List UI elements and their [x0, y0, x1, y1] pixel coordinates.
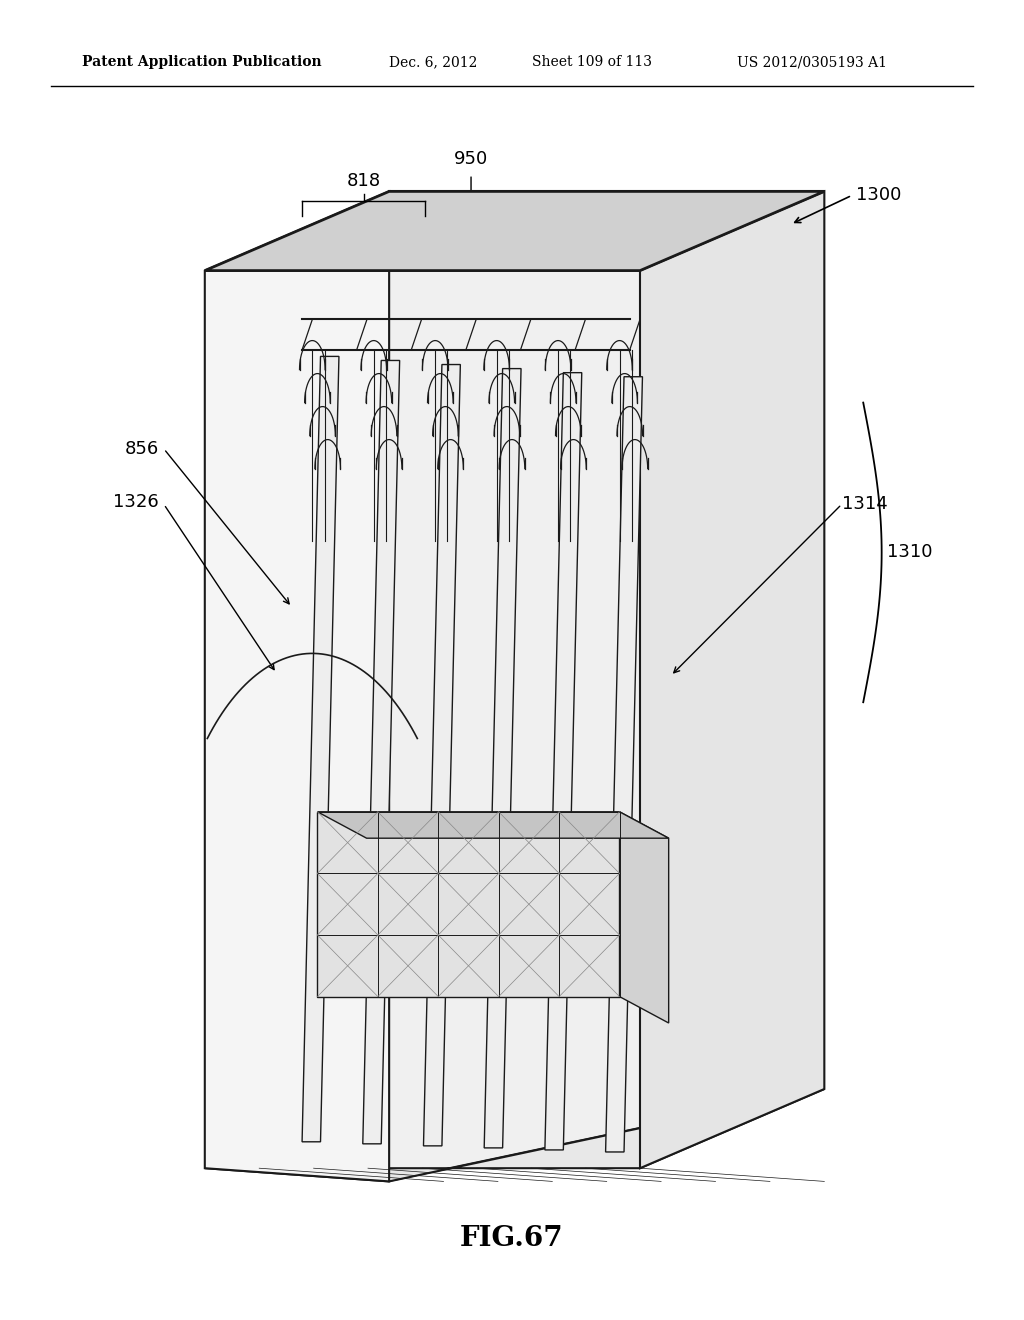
Text: 1314: 1314 [842, 495, 888, 513]
Polygon shape [545, 372, 582, 1150]
Text: 856: 856 [125, 440, 159, 458]
Polygon shape [302, 356, 339, 1142]
Text: Sheet 109 of 113: Sheet 109 of 113 [532, 55, 652, 70]
Polygon shape [205, 191, 824, 271]
Polygon shape [205, 191, 389, 1181]
Text: FIG.67: FIG.67 [460, 1225, 564, 1251]
Polygon shape [389, 191, 824, 1181]
Polygon shape [317, 812, 669, 838]
Polygon shape [424, 364, 461, 1146]
Polygon shape [362, 360, 399, 1144]
Text: 1326: 1326 [113, 492, 159, 511]
Text: 1310: 1310 [887, 544, 932, 561]
Text: US 2012/0305193 A1: US 2012/0305193 A1 [737, 55, 887, 70]
Polygon shape [484, 368, 521, 1148]
Text: 818: 818 [346, 172, 381, 190]
Polygon shape [620, 812, 669, 1023]
Polygon shape [205, 1089, 824, 1181]
Polygon shape [640, 191, 824, 1168]
Text: Dec. 6, 2012: Dec. 6, 2012 [389, 55, 477, 70]
Polygon shape [317, 812, 620, 997]
Text: 1300: 1300 [856, 186, 901, 205]
Text: 950: 950 [454, 149, 488, 168]
Polygon shape [605, 376, 642, 1152]
Text: Patent Application Publication: Patent Application Publication [82, 55, 322, 70]
